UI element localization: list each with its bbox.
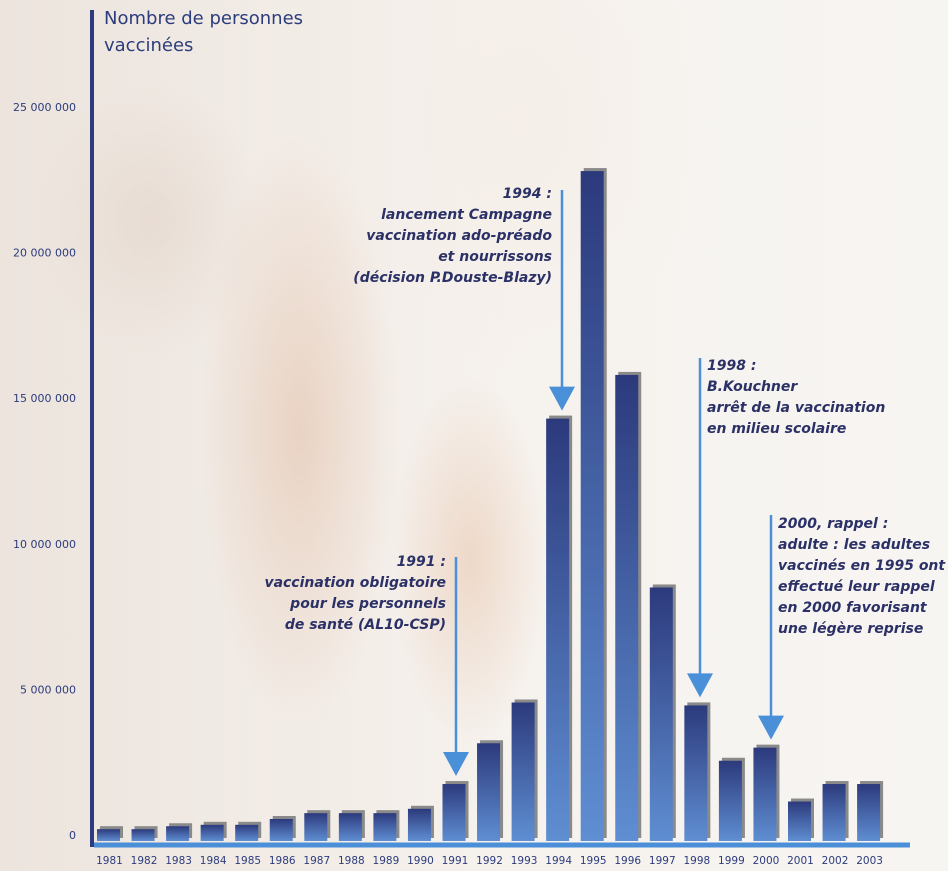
bar-1984 [200,824,224,841]
annotation-text-1991: de santé (AL10-CSP) [285,617,446,633]
y-tick-label: 0 [69,829,76,842]
x-tick-label: 1989 [373,855,400,867]
annotation-text-1994: et nourrissons [438,249,552,265]
x-tick-label: 1994 [545,855,572,867]
bar-1996 [615,374,639,841]
annotation-text-2000: effectué leur rappel [778,579,935,595]
annotation-text-1991: pour les personnels [289,596,446,612]
annotation-text-1998: en milieu scolaire [707,421,846,437]
y-tick-label: 20 000 000 [13,247,76,260]
x-tick-label: 2001 [787,855,814,867]
x-tick-label: 1998 [683,855,710,867]
annotation-text-1991: vaccination obligatoire [264,575,446,591]
annotation-arrow-head-1994 [549,386,575,411]
annotation-arrow-head-1998 [687,673,713,698]
x-tick-label: 1991 [442,855,469,867]
y-axis-label-line-1: Nombre de personnes [104,8,303,29]
x-tick-label: 1995 [580,855,607,867]
bar-2000 [753,747,777,841]
bar-1999 [718,760,742,841]
x-tick-label: 1984 [200,855,227,867]
bar-1995 [580,171,604,842]
annotation-text-1994: 1994 : [503,186,552,202]
annotation-text-2000: en 2000 favorisant [778,600,928,616]
y-axis-label-line-2: vaccinées [104,35,193,56]
annotation-text-2000: 2000, rappel : [778,516,888,532]
bar-1982 [131,829,155,841]
x-tick-label: 1987 [303,855,330,867]
annotation-text-1998: arrêt de la vaccination [707,400,885,416]
bar-1992 [477,743,501,841]
bar-1983 [166,826,190,841]
annotation-arrow-head-2000 [758,715,784,740]
annotation-text-1998: B.Kouchner [707,379,798,395]
x-tick-label: 1997 [649,855,676,867]
bar-1988 [338,813,362,841]
x-tick-label: 1985 [234,855,261,867]
annotation-text-1998: 1998 : [707,358,756,374]
bar-1994 [546,418,570,841]
x-tick-label: 1996 [614,855,641,867]
bars [97,171,881,842]
x-tick-label: 1990 [407,855,434,867]
x-tick-label: 1988 [338,855,365,867]
bar-1981 [97,829,120,841]
y-tick-labels: 0 5 000 000 10 000 000 15 000 000 20 000 000… [13,101,76,842]
annotation-text-2000: vaccinés en 1995 ont [778,558,946,574]
bar-2002 [822,784,846,841]
bar-shadows [100,168,884,839]
y-tick-label: 10 000 000 [13,538,76,551]
annotation-text-1994: (décision P.Douste-Blazy) [353,270,552,286]
bar-1993 [511,702,535,841]
x-tick-label: 1981 [96,855,123,867]
bar-2003 [857,784,881,841]
bar-1987 [304,813,328,841]
x-tick-label: 1992 [476,855,503,867]
bar-1985 [235,824,259,841]
y-tick-label: 15 000 000 [13,392,76,405]
x-tick-label: 1982 [131,855,158,867]
bar-1990 [407,808,431,841]
bar-1986 [269,818,293,841]
annotations: 1991 : vaccination obligatoire pour les pe… [264,186,946,777]
x-tick-label: 1993 [511,855,538,867]
annotation-text-1991: 1991 : [397,554,446,570]
bar-1989 [373,813,397,841]
bar-2001 [788,801,811,841]
bar-1991 [442,784,466,841]
annotation-text-2000: une légère reprise [778,621,923,637]
y-tick-label: 5 000 000 [20,683,76,696]
bar-1998 [684,705,708,841]
y-tick-label: 25 000 000 [13,101,76,114]
annotation-text-1994: vaccination ado-préado [366,228,552,244]
x-tick-labels: 1981 1982 1983 1984 1985 1986 1987 1988 1989 1990… [96,855,883,867]
x-tick-label: 1986 [269,855,296,867]
annotation-text-2000: adulte : les adultes [778,537,930,553]
x-tick-label: 2002 [822,855,849,867]
x-tick-label: 1999 [718,855,745,867]
annotation-arrow-head-1991 [443,752,469,777]
x-tick-label: 2000 [753,855,780,867]
bar-1997 [649,587,673,841]
annotation-text-1994: lancement Campagne [381,207,552,223]
x-tick-label: 2003 [856,855,883,867]
x-tick-label: 1983 [165,855,192,867]
